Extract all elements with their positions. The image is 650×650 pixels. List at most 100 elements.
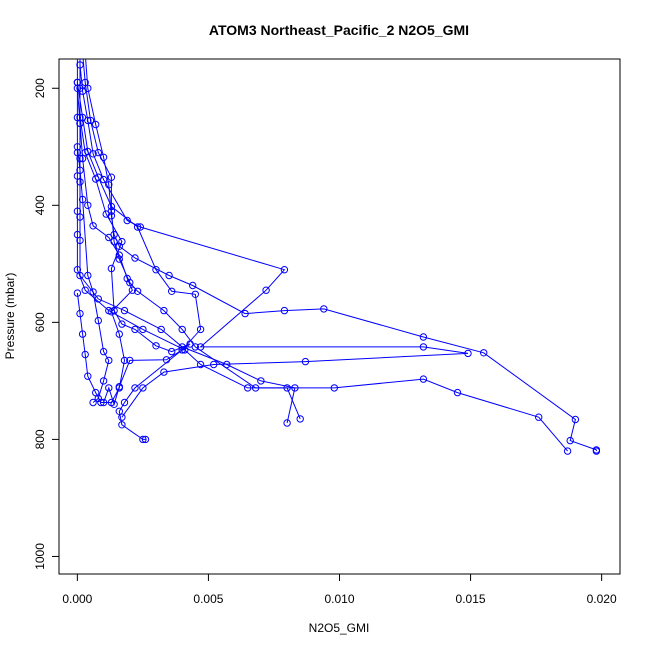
data-point xyxy=(196,343,205,351)
data-point xyxy=(186,340,194,348)
data-point xyxy=(78,154,87,163)
data-point xyxy=(123,216,131,225)
series-8 xyxy=(76,113,194,444)
data-point xyxy=(76,178,84,186)
data-point xyxy=(196,325,205,334)
x-tick-label: 0.015 xyxy=(456,592,486,606)
data-point xyxy=(419,333,428,341)
data-point xyxy=(89,222,97,230)
data-point xyxy=(120,356,129,365)
data-point xyxy=(84,271,92,280)
data-point xyxy=(189,281,197,290)
data-point xyxy=(89,288,97,296)
data-point xyxy=(81,148,89,157)
data-point xyxy=(99,347,108,356)
data-point xyxy=(89,398,97,407)
data-point xyxy=(94,295,103,303)
data-point xyxy=(128,286,137,294)
series-line xyxy=(76,88,133,403)
data-point xyxy=(464,349,472,358)
data-point xyxy=(419,375,428,383)
data-point xyxy=(76,61,84,69)
data-point xyxy=(105,356,113,365)
x-tick-label: 0.005 xyxy=(193,592,223,606)
series-7 xyxy=(73,84,137,407)
series-9 xyxy=(73,143,113,407)
data-point xyxy=(94,394,103,403)
data-point xyxy=(107,202,116,211)
data-point xyxy=(73,143,82,151)
data-point xyxy=(78,330,87,338)
data-point xyxy=(160,306,168,315)
data-point xyxy=(107,398,116,407)
x-axis: 0.000 0.005 0.010 0.015 0.020 xyxy=(62,573,617,606)
data-point xyxy=(244,384,252,392)
data-point xyxy=(168,347,176,356)
series-line xyxy=(76,82,202,406)
data-point xyxy=(105,233,113,242)
data-point xyxy=(301,357,310,366)
data-point xyxy=(168,287,176,295)
y-tick-label: 400 xyxy=(33,195,47,215)
data-point xyxy=(210,360,218,369)
data-point xyxy=(571,415,580,424)
data-point xyxy=(191,290,200,298)
data-point xyxy=(76,309,84,318)
y-tick-label: 600 xyxy=(33,312,47,332)
data-point xyxy=(81,286,89,294)
data-point xyxy=(535,413,543,421)
x-tick-label: 0.000 xyxy=(62,592,92,606)
data-point xyxy=(453,388,462,397)
data-point xyxy=(241,309,249,318)
data-point xyxy=(84,372,92,380)
data-point xyxy=(115,330,124,338)
data-point xyxy=(133,287,142,295)
y-tick-label: 200 xyxy=(33,78,47,98)
data-point xyxy=(139,384,147,392)
data-point xyxy=(76,113,84,122)
data-point xyxy=(123,274,131,283)
data-point xyxy=(120,306,129,315)
data-point xyxy=(115,407,124,415)
series-group xyxy=(73,59,601,455)
data-point xyxy=(131,254,139,262)
series-line xyxy=(76,59,301,420)
y-axis: 200 400 600 800 1000 xyxy=(33,78,60,570)
data-point xyxy=(330,384,338,392)
data-point xyxy=(92,175,100,183)
data-point xyxy=(97,398,105,407)
data-point xyxy=(131,325,139,334)
data-point xyxy=(126,278,134,287)
data-point xyxy=(84,201,92,210)
data-point xyxy=(118,320,126,328)
data-point xyxy=(152,266,160,274)
series-line xyxy=(85,59,597,452)
series-line xyxy=(82,59,568,452)
data-point xyxy=(78,195,87,204)
data-point xyxy=(131,384,139,392)
data-point xyxy=(178,325,186,334)
data-point xyxy=(76,271,84,280)
data-point xyxy=(76,166,84,174)
x-tick-label: 0.020 xyxy=(587,592,617,606)
data-point xyxy=(563,447,572,455)
data-point xyxy=(320,305,328,313)
chart-title: ATOM3 Northeast_Pacific_2 N2O5_GMI xyxy=(209,22,469,38)
y-tick-label: 800 xyxy=(33,429,47,449)
data-point xyxy=(99,153,108,162)
data-point xyxy=(110,306,118,315)
data-point xyxy=(296,415,304,423)
data-point xyxy=(73,84,82,93)
data-point xyxy=(165,271,173,280)
data-point xyxy=(157,325,165,334)
data-point xyxy=(107,264,116,273)
data-point xyxy=(419,343,428,351)
data-point xyxy=(251,384,260,392)
series-line xyxy=(79,64,469,418)
data-point xyxy=(92,120,100,129)
data-point xyxy=(141,435,150,444)
data-point xyxy=(566,436,574,445)
data-point xyxy=(152,342,160,350)
